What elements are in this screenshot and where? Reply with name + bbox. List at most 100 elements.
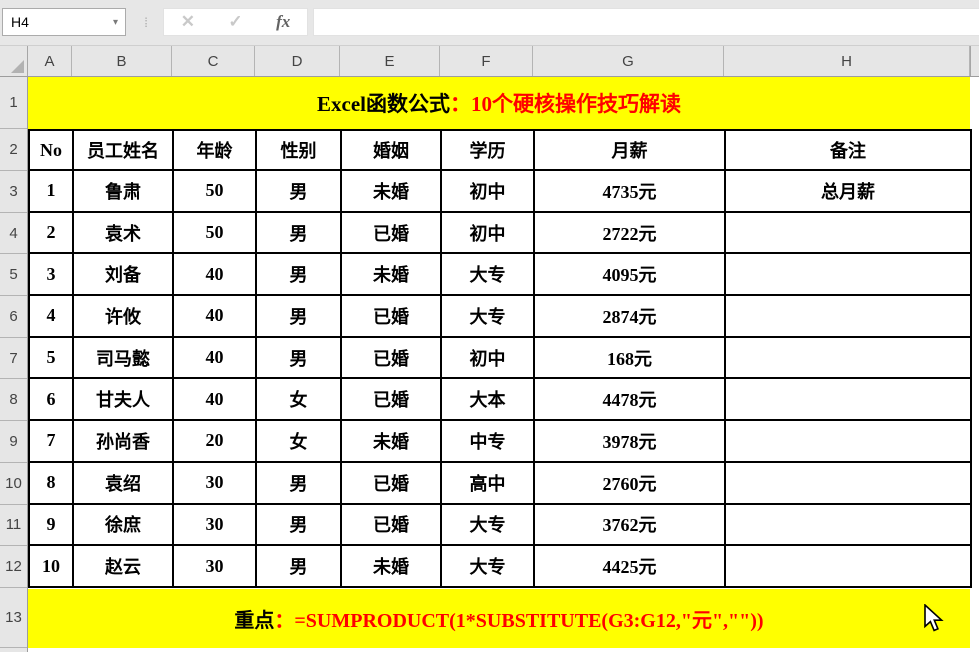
cell-remark[interactable] xyxy=(724,419,972,463)
cell-name[interactable]: 赵云 xyxy=(72,544,174,588)
cell-remark[interactable] xyxy=(724,210,972,255)
cell-salary[interactable]: 168元 xyxy=(533,335,726,380)
cell-education[interactable]: 初中 xyxy=(440,210,535,255)
cell-education[interactable]: 大专 xyxy=(440,502,535,547)
title-banner-cell[interactable]: Excel函数公式： 10个硬核操作技巧解读 xyxy=(28,77,970,129)
cell-gender[interactable]: 女 xyxy=(255,419,342,463)
row-header-6[interactable]: 6 xyxy=(0,296,27,338)
cell-education[interactable]: 大专 xyxy=(440,544,535,588)
cell-age[interactable]: 50 xyxy=(172,169,257,213)
row-header-1[interactable]: 1 xyxy=(0,77,27,129)
cell-age[interactable]: 30 xyxy=(172,544,257,588)
cell-gender[interactable]: 男 xyxy=(255,210,342,255)
formula-banner-cell[interactable]: 重点： =SUMPRODUCT(1*SUBSTITUTE(G3:G12,"元","… xyxy=(28,589,970,648)
cell-marriage[interactable]: 未婚 xyxy=(340,544,442,588)
cell-education[interactable]: 大专 xyxy=(440,294,535,338)
cell-name[interactable]: 鲁肃 xyxy=(72,169,174,213)
cell-marriage[interactable]: 未婚 xyxy=(340,252,442,297)
row-header-11[interactable]: 11 xyxy=(0,505,27,547)
cell-no[interactable]: 10 xyxy=(28,544,74,588)
cell-no[interactable]: 3 xyxy=(28,252,74,297)
cell-education[interactable]: 初中 xyxy=(440,335,535,380)
select-all-button[interactable] xyxy=(0,46,28,76)
cell-remark[interactable] xyxy=(724,252,972,297)
cell-gender[interactable]: 男 xyxy=(255,502,342,547)
cell-name[interactable]: 司马懿 xyxy=(72,335,174,380)
header-cell-education[interactable]: 学历 xyxy=(440,129,535,171)
cell-marriage[interactable]: 未婚 xyxy=(340,419,442,463)
row-header-8[interactable]: 8 xyxy=(0,380,27,422)
row-header-4[interactable]: 4 xyxy=(0,213,27,255)
cell-gender[interactable]: 男 xyxy=(255,544,342,588)
cell-name[interactable]: 甘夫人 xyxy=(72,377,174,422)
cell-marriage[interactable]: 未婚 xyxy=(340,169,442,213)
cell-name[interactable]: 孙尚香 xyxy=(72,419,174,463)
cell-education[interactable]: 大本 xyxy=(440,377,535,422)
cell-salary[interactable]: 3978元 xyxy=(533,419,726,463)
cell-salary[interactable]: 4478元 xyxy=(533,377,726,422)
cell-education[interactable]: 中专 xyxy=(440,419,535,463)
cell-no[interactable]: 5 xyxy=(28,335,74,380)
cell-name[interactable]: 袁绍 xyxy=(72,460,174,505)
header-cell-age[interactable]: 年龄 xyxy=(172,129,257,171)
cell-remark[interactable] xyxy=(724,460,972,505)
row-header-9[interactable]: 9 xyxy=(0,421,27,463)
cell-age[interactable]: 20 xyxy=(172,419,257,463)
header-cell-salary[interactable]: 月薪 xyxy=(533,129,726,171)
cell-gender[interactable]: 男 xyxy=(255,460,342,505)
cell-marriage[interactable]: 已婚 xyxy=(340,460,442,505)
row-header-13[interactable]: 13 xyxy=(0,588,27,648)
cell-remark[interactable] xyxy=(724,502,972,547)
cell-no[interactable]: 8 xyxy=(28,460,74,505)
cell-no[interactable]: 6 xyxy=(28,377,74,422)
cell-remark[interactable] xyxy=(724,294,972,338)
cell-salary[interactable]: 4735元 xyxy=(533,169,726,213)
row-header-3[interactable]: 3 xyxy=(0,171,27,213)
cell-age[interactable]: 40 xyxy=(172,294,257,338)
cell-no[interactable]: 7 xyxy=(28,419,74,463)
cell-no[interactable]: 1 xyxy=(28,169,74,213)
header-cell-marriage[interactable]: 婚姻 xyxy=(340,129,442,171)
cell-remark[interactable] xyxy=(724,544,972,588)
cell-age[interactable]: 50 xyxy=(172,210,257,255)
row-header-5[interactable]: 5 xyxy=(0,254,27,297)
header-cell-gender[interactable]: 性别 xyxy=(255,129,342,171)
cell-name[interactable]: 徐庶 xyxy=(72,502,174,547)
cell-marriage[interactable]: 已婚 xyxy=(340,502,442,547)
cell-marriage[interactable]: 已婚 xyxy=(340,377,442,422)
cell-education[interactable]: 初中 xyxy=(440,169,535,213)
column-header-e[interactable]: E xyxy=(340,46,440,76)
cancel-icon[interactable]: ✕ xyxy=(180,12,195,31)
row-header-12[interactable]: 12 xyxy=(0,546,27,588)
cell-salary[interactable]: 4425元 xyxy=(533,544,726,588)
cell-age[interactable]: 30 xyxy=(172,460,257,505)
cell-gender[interactable]: 女 xyxy=(255,377,342,422)
cell-gender[interactable]: 男 xyxy=(255,252,342,297)
column-header-b[interactable]: B xyxy=(72,46,172,76)
column-header-a[interactable]: A xyxy=(28,46,72,76)
cell-remark[interactable] xyxy=(724,335,972,380)
cell-salary[interactable]: 2874元 xyxy=(533,294,726,338)
cell-gender[interactable]: 男 xyxy=(255,169,342,213)
cell-remark[interactable] xyxy=(724,377,972,422)
cell-no[interactable]: 4 xyxy=(28,294,74,338)
cell-marriage[interactable]: 已婚 xyxy=(340,294,442,338)
column-header-f[interactable]: F xyxy=(440,46,533,76)
column-header-h[interactable]: H xyxy=(724,46,970,76)
cell-education[interactable]: 高中 xyxy=(440,460,535,505)
cell-salary[interactable]: 4095元 xyxy=(533,252,726,297)
cell-age[interactable]: 30 xyxy=(172,502,257,547)
toolbar-splitter-dots-icon[interactable]: ⁞ xyxy=(144,14,148,30)
formula-input[interactable] xyxy=(313,8,979,36)
cell-gender[interactable]: 男 xyxy=(255,294,342,338)
cell-marriage[interactable]: 已婚 xyxy=(340,335,442,380)
cell-salary[interactable]: 3762元 xyxy=(533,502,726,547)
cell-no[interactable]: 2 xyxy=(28,210,74,255)
header-cell-remark[interactable]: 备注 xyxy=(724,129,972,171)
cell-marriage[interactable]: 已婚 xyxy=(340,210,442,255)
cell-no[interactable]: 9 xyxy=(28,502,74,547)
column-header-g[interactable]: G xyxy=(533,46,724,76)
enter-icon[interactable]: ✓ xyxy=(228,12,243,31)
column-header-d[interactable]: D xyxy=(255,46,340,76)
cell-remark[interactable]: 总月薪 xyxy=(724,169,972,213)
